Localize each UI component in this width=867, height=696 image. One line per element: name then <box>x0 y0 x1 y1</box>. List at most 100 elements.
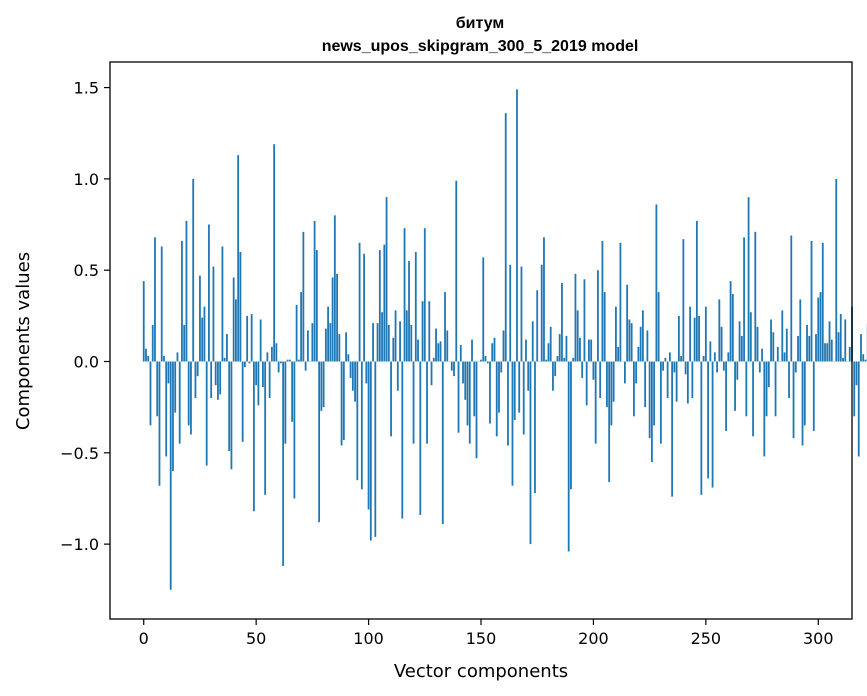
bar <box>185 220 188 362</box>
bar <box>817 297 820 362</box>
bar <box>156 361 159 417</box>
y-tick-label: 0.0 <box>74 353 99 372</box>
bar <box>842 357 844 362</box>
bar <box>686 361 689 404</box>
bar <box>772 332 775 362</box>
bar <box>601 240 604 362</box>
x-tick-label: 300 <box>803 629 834 648</box>
bar <box>853 361 856 417</box>
bar <box>624 361 626 384</box>
bar <box>821 242 824 362</box>
bar <box>181 240 183 362</box>
bar <box>525 339 527 362</box>
bar <box>187 361 190 426</box>
bar <box>707 361 709 479</box>
bar <box>358 242 361 362</box>
bar <box>340 361 343 446</box>
bar <box>711 361 714 488</box>
bar <box>848 346 851 362</box>
bar <box>437 343 440 362</box>
bar <box>689 306 692 362</box>
bar <box>839 314 842 362</box>
bar <box>693 317 696 362</box>
bar <box>756 326 759 362</box>
bar <box>594 361 597 444</box>
bar <box>250 314 253 362</box>
bar <box>608 361 611 483</box>
chart-subtitle: news_upos_skipgram_300_5_2019 model <box>322 38 639 55</box>
bar <box>641 310 644 362</box>
bar <box>421 301 424 362</box>
bar <box>745 361 748 417</box>
y-tick-label: 1.0 <box>74 170 99 189</box>
bar <box>230 361 233 470</box>
bar <box>718 299 721 362</box>
bar <box>295 304 298 362</box>
bar <box>511 361 514 486</box>
bar <box>212 266 215 362</box>
bar <box>734 361 736 411</box>
bar <box>349 361 352 378</box>
bar <box>799 299 802 362</box>
bar <box>493 337 496 362</box>
bar <box>646 330 649 362</box>
bar <box>410 324 413 362</box>
bar <box>561 282 563 362</box>
bar <box>259 319 262 362</box>
bar <box>554 361 557 377</box>
bar <box>812 361 815 431</box>
bar <box>354 361 356 402</box>
bar <box>709 341 712 362</box>
bar <box>378 250 381 362</box>
bar <box>293 361 296 499</box>
bar <box>210 361 213 399</box>
bar <box>277 361 280 373</box>
x-tick-label: 250 <box>691 629 722 648</box>
bar <box>232 277 235 362</box>
bar <box>677 315 680 362</box>
bar <box>201 317 204 362</box>
bar <box>329 323 332 362</box>
bar <box>412 361 415 444</box>
bar <box>797 335 799 362</box>
bar <box>785 328 788 362</box>
bar <box>444 292 446 362</box>
bar <box>720 326 723 362</box>
bar <box>767 361 770 388</box>
bar <box>803 361 806 426</box>
bar <box>154 237 156 362</box>
bar <box>783 352 786 362</box>
bar <box>426 361 428 444</box>
bar <box>475 361 478 459</box>
bar <box>828 321 831 362</box>
y-tick-label: 0.5 <box>74 261 99 280</box>
bar <box>468 361 471 444</box>
bar <box>540 264 543 362</box>
bar <box>650 361 653 462</box>
bar <box>597 270 599 362</box>
bar <box>435 328 437 362</box>
bar <box>432 357 435 362</box>
bar <box>549 326 552 362</box>
bar <box>826 343 829 362</box>
bar <box>698 315 700 362</box>
bar <box>145 348 147 362</box>
bar <box>284 361 287 444</box>
bar <box>257 361 260 406</box>
bar <box>192 178 195 362</box>
x-axis-label: Vector components <box>394 661 568 682</box>
bar <box>633 361 635 417</box>
bar <box>495 361 498 437</box>
bar <box>327 306 329 362</box>
bar <box>262 361 264 388</box>
bar <box>279 361 282 364</box>
bar <box>763 361 766 457</box>
y-axis-ticks: −1.0 −0.5 0.0 0.5 1.0 1.5 <box>60 79 110 554</box>
bar <box>702 356 705 362</box>
bar <box>282 361 285 567</box>
bar <box>776 346 779 362</box>
bar <box>668 352 671 362</box>
bar <box>219 361 222 395</box>
bar <box>738 321 741 362</box>
bar <box>857 361 860 457</box>
